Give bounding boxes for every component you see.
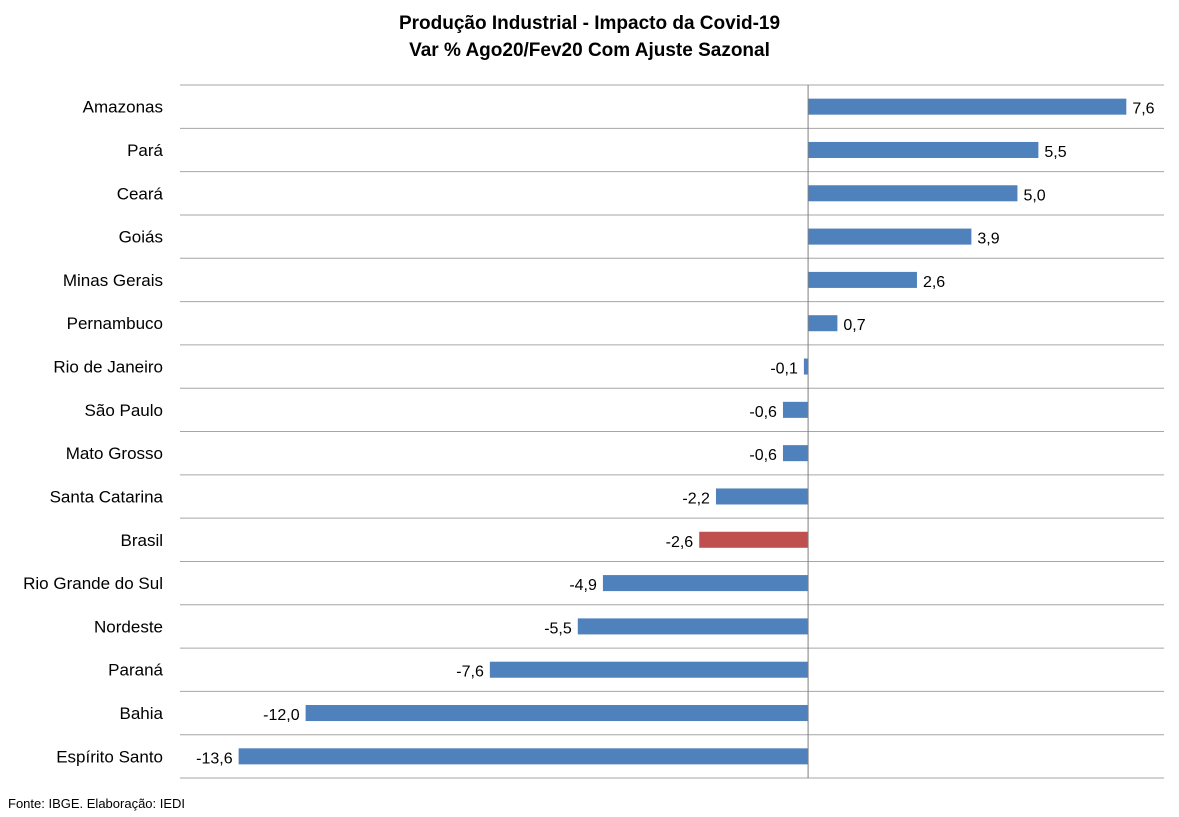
- category-label: Pernambuco: [67, 314, 163, 333]
- bar-pernambuco: [808, 315, 838, 332]
- bar-brasil: [699, 531, 809, 548]
- data-label: -4,9: [569, 577, 597, 594]
- category-label: Bahia: [120, 704, 164, 723]
- bar-nordeste: [577, 618, 809, 635]
- chart-title: Produção Industrial - Impacto da Covid-1…: [0, 10, 1179, 64]
- category-label: São Paulo: [85, 401, 163, 420]
- category-label: Santa Catarina: [50, 487, 164, 506]
- category-label: Mato Grosso: [66, 444, 163, 463]
- data-label: -0,6: [749, 404, 777, 421]
- data-label: 5,0: [1023, 187, 1045, 204]
- data-label: -0,1: [770, 361, 798, 378]
- category-label: Nordeste: [94, 617, 163, 636]
- data-label: -7,6: [456, 664, 484, 681]
- bar-goiás: [808, 228, 972, 245]
- bar-espírito-santo: [238, 748, 809, 765]
- category-label: Pará: [127, 141, 163, 160]
- data-label: 0,7: [843, 317, 865, 334]
- category-label: Amazonas: [83, 98, 163, 117]
- data-label: 7,6: [1132, 101, 1154, 118]
- data-label: -2,6: [666, 534, 694, 551]
- category-label: Brasil: [120, 531, 163, 550]
- data-label: -0,6: [749, 447, 777, 464]
- bar-minas-gerais: [808, 271, 917, 288]
- data-label: -5,5: [544, 620, 572, 637]
- bar-rio-grande-do-sul: [602, 575, 809, 592]
- bar-paraná: [489, 661, 809, 678]
- source-note: Fonte: IBGE. Elaboração: IEDI: [8, 796, 186, 811]
- data-label: 2,6: [923, 274, 945, 291]
- category-label: Espírito Santo: [56, 747, 163, 766]
- bar-pará: [808, 141, 1039, 158]
- bar-rio-de-janeiro: [803, 358, 809, 375]
- chart-subtitle-line: Var % Ago20/Fev20 Com Ajuste Sazonal: [409, 40, 770, 61]
- bar-ceará: [808, 185, 1018, 202]
- category-label: Rio de Janeiro: [53, 358, 163, 377]
- data-label: -13,6: [196, 750, 233, 767]
- data-label: -12,0: [263, 707, 300, 724]
- chart-title-line: Produção Industrial - Impacto da Covid-1…: [398, 13, 781, 34]
- bar-mato-grosso: [782, 445, 809, 462]
- category-label: Rio Grande do Sul: [23, 574, 163, 593]
- data-label: 3,9: [977, 231, 999, 248]
- bar-santa-catarina: [715, 488, 809, 505]
- data-label: -2,2: [682, 490, 710, 507]
- category-label: Goiás: [119, 228, 163, 247]
- category-label: Minas Gerais: [63, 271, 163, 290]
- bar-são-paulo: [782, 401, 809, 418]
- data-label: 5,5: [1044, 144, 1066, 161]
- bar-amazonas: [808, 98, 1127, 115]
- category-label: Paraná: [108, 661, 163, 680]
- bar-bahia: [305, 705, 809, 722]
- category-label: Ceará: [117, 184, 164, 203]
